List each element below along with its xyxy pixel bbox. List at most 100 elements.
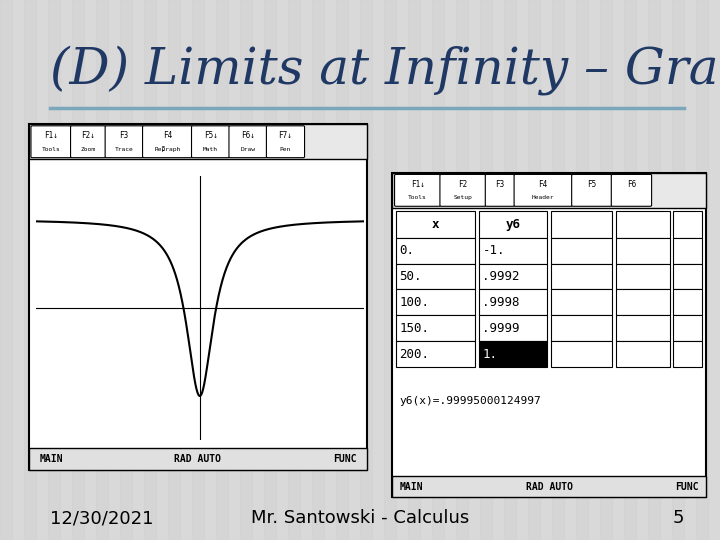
- FancyBboxPatch shape: [229, 126, 267, 158]
- Bar: [408, 0, 420, 540]
- Text: -1.: -1.: [482, 244, 505, 257]
- Bar: [616, 341, 670, 367]
- Bar: [48, 0, 60, 540]
- Bar: [96, 0, 108, 540]
- Text: Setup: Setup: [454, 195, 472, 200]
- Bar: [384, 0, 396, 540]
- Bar: [168, 0, 180, 540]
- FancyBboxPatch shape: [440, 174, 486, 206]
- Bar: [0, 0, 12, 540]
- Text: 50.: 50.: [400, 270, 422, 283]
- Text: F3: F3: [120, 131, 129, 140]
- Text: Draw: Draw: [240, 147, 256, 152]
- Text: FUNC: FUNC: [675, 482, 698, 491]
- Bar: [552, 0, 564, 540]
- Text: F7↓: F7↓: [279, 131, 292, 140]
- Bar: [156, 0, 168, 540]
- Text: F4: F4: [163, 131, 172, 140]
- Bar: [360, 0, 372, 540]
- FancyBboxPatch shape: [143, 126, 192, 158]
- Bar: [708, 0, 720, 540]
- FancyBboxPatch shape: [611, 174, 652, 206]
- Bar: [468, 0, 480, 540]
- Bar: [479, 211, 547, 238]
- Bar: [324, 0, 336, 540]
- FancyBboxPatch shape: [105, 126, 143, 158]
- Bar: [432, 0, 444, 540]
- Bar: [396, 289, 475, 315]
- Bar: [600, 0, 612, 540]
- Bar: [551, 211, 612, 238]
- Text: Reβraph: Reβraph: [154, 146, 181, 152]
- Text: y6: y6: [505, 218, 521, 231]
- Text: Zoom: Zoom: [81, 147, 96, 152]
- FancyBboxPatch shape: [31, 126, 71, 158]
- Bar: [648, 0, 660, 540]
- Bar: [29, 448, 367, 470]
- Bar: [696, 0, 708, 540]
- Bar: [288, 0, 300, 540]
- Bar: [456, 0, 468, 540]
- Bar: [12, 0, 24, 540]
- Bar: [636, 0, 648, 540]
- Text: 100.: 100.: [400, 296, 430, 309]
- Text: (D) Limits at Infinity – Graph & Table: (D) Limits at Infinity – Graph & Table: [50, 45, 720, 95]
- Bar: [540, 0, 552, 540]
- Bar: [396, 341, 475, 367]
- Bar: [392, 173, 706, 497]
- Bar: [479, 238, 547, 264]
- Bar: [588, 0, 600, 540]
- Text: F6: F6: [627, 180, 636, 189]
- FancyBboxPatch shape: [395, 174, 441, 206]
- Bar: [84, 0, 96, 540]
- Bar: [336, 0, 348, 540]
- Text: x: x: [432, 218, 439, 231]
- Bar: [616, 315, 670, 341]
- Bar: [479, 289, 547, 315]
- Bar: [673, 238, 702, 264]
- Bar: [420, 0, 432, 540]
- Bar: [192, 0, 204, 540]
- Text: .9992: .9992: [482, 270, 520, 283]
- Bar: [29, 124, 367, 470]
- Bar: [252, 0, 264, 540]
- Bar: [348, 0, 360, 540]
- Bar: [396, 0, 408, 540]
- Text: Tools: Tools: [42, 147, 60, 152]
- Bar: [396, 315, 475, 341]
- FancyBboxPatch shape: [192, 126, 230, 158]
- Bar: [372, 0, 384, 540]
- Bar: [551, 238, 612, 264]
- Bar: [616, 289, 670, 315]
- Text: F1↓: F1↓: [410, 180, 425, 189]
- Bar: [276, 0, 288, 540]
- Text: F2: F2: [459, 180, 467, 189]
- Bar: [396, 264, 475, 289]
- Text: Mr. Santowski - Calculus: Mr. Santowski - Calculus: [251, 509, 469, 528]
- Bar: [673, 315, 702, 341]
- FancyBboxPatch shape: [71, 126, 106, 158]
- Bar: [444, 0, 456, 540]
- Text: 200.: 200.: [400, 348, 430, 361]
- FancyBboxPatch shape: [514, 174, 572, 206]
- Bar: [392, 476, 706, 497]
- Text: RAD AUTO: RAD AUTO: [526, 482, 572, 491]
- Bar: [576, 0, 588, 540]
- Text: .9999: .9999: [482, 322, 520, 335]
- Bar: [528, 0, 540, 540]
- Bar: [624, 0, 636, 540]
- Bar: [29, 124, 367, 159]
- Text: F5↓: F5↓: [204, 131, 217, 140]
- Bar: [673, 211, 702, 238]
- Bar: [616, 211, 670, 238]
- Bar: [673, 289, 702, 315]
- Text: 150.: 150.: [400, 322, 430, 335]
- Text: 0.: 0.: [400, 244, 415, 257]
- Text: 5: 5: [672, 509, 684, 528]
- FancyBboxPatch shape: [572, 174, 612, 206]
- Bar: [516, 0, 528, 540]
- Bar: [396, 238, 475, 264]
- Bar: [612, 0, 624, 540]
- Bar: [216, 0, 228, 540]
- Bar: [564, 0, 576, 540]
